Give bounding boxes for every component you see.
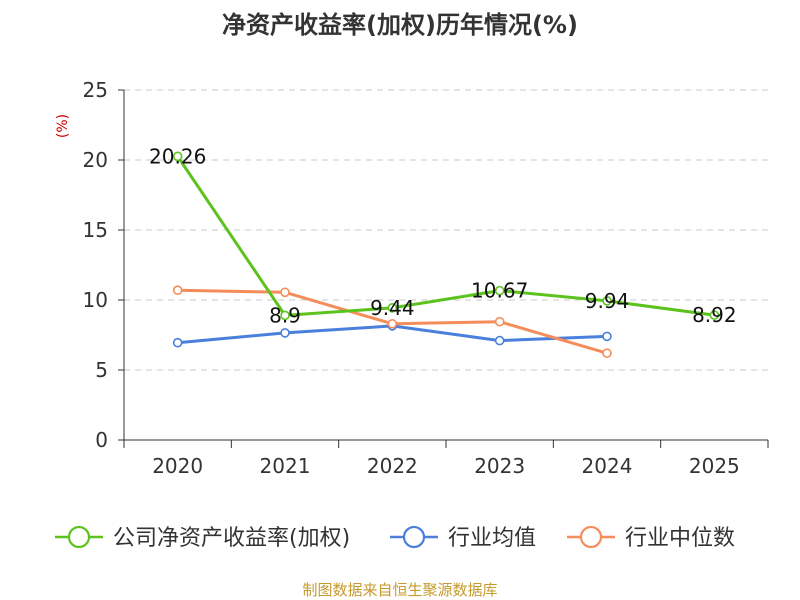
point-0-2025 [709,310,720,320]
chart-title: 净资产收益率(加权)历年情况(%) [222,11,578,39]
point-2-2021 [280,287,290,298]
point-2-2024 [602,348,612,359]
data-label-2022: 9.44 [370,296,415,320]
data-label-2021: 8.9 [269,303,301,327]
data-label-2023: 10.67 [471,279,528,303]
x-tick-label-2025: 2025 [689,454,740,478]
point-0-2022 [387,303,398,313]
legend-swatch-marker-2 [579,525,603,549]
data-labels: 20.26 8.9 9.44 10.67 9.94 8.92 [149,144,737,327]
series-2 [172,285,612,359]
data-label-2020: 20.26 [149,144,206,168]
x-tick-label-2024: 2024 [582,454,633,478]
legend-item-2: 行业中位数 [567,525,735,551]
y-tick-label-10: 10 [83,288,108,312]
legend-label-0: 公司净资产收益率(加权) [113,526,350,551]
series-lines [172,151,720,359]
point-2-2023 [494,316,505,327]
legend-item-0: 公司净资产收益率(加权) [55,525,350,551]
data-label-2025: 8.92 [692,303,737,327]
point-0-2024 [602,296,612,306]
y-tick-label-15: 15 [83,218,108,242]
x-tick-label-2022: 2022 [367,454,418,478]
point-0-2020 [172,151,183,162]
legend-label-1: 行业均值 [448,526,536,551]
y-axis-unit-label: (%) [55,114,71,138]
legend-label-2: 行业中位数 [625,526,735,551]
source-note: 制图数据来自恒生聚源数据库 [302,581,497,599]
legend: 公司净资产收益率(加权) 行业均值 行业中位数 [55,525,735,551]
point-0-2021 [280,310,290,321]
y-tick-label-20: 20 [83,148,108,172]
x-tick-label-2023: 2023 [474,454,525,478]
x-tick-label-2021: 2021 [260,454,311,478]
point-0-2023 [494,285,505,296]
legend-swatch-marker-0 [67,525,91,549]
y-tick-label-5: 5 [95,358,108,382]
series-0 [172,151,720,321]
point-1-2021 [280,328,290,338]
legend-swatch-marker-1 [402,525,426,549]
point-1-2024 [602,331,612,342]
point-2-2022 [387,318,398,329]
series-line-0 [176,155,715,317]
y-tick-label-0: 0 [95,428,108,452]
point-2-2020 [172,285,183,296]
y-tick-label-25: 25 [83,78,108,102]
grid-lines [124,89,768,371]
legend-item-1: 行业均值 [390,525,536,551]
point-1-2023 [494,335,505,346]
point-1-2020 [172,337,183,348]
x-tick-label-2020: 2020 [152,454,203,478]
data-label-2024: 9.94 [585,289,630,313]
